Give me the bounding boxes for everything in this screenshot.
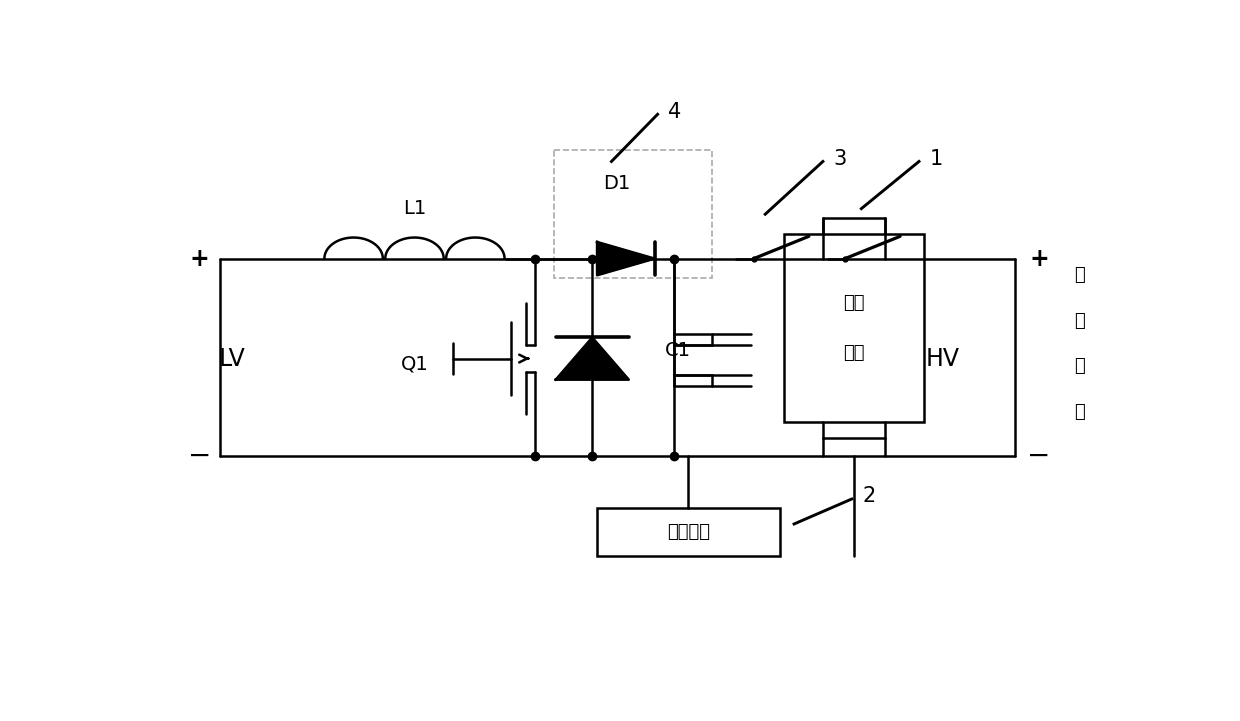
Text: 直: 直 [1074,266,1085,284]
Text: −: − [187,442,211,469]
Polygon shape [556,337,629,380]
Bar [785,234,924,423]
Text: 采样: 采样 [843,294,864,312]
Text: LV: LV [218,347,246,371]
Text: Q1: Q1 [401,355,428,373]
Text: 控制单元: 控制单元 [667,523,709,541]
Text: C1: C1 [665,341,691,360]
Text: HV: HV [926,347,960,371]
Text: 3: 3 [833,149,847,169]
Bar [554,151,712,278]
Text: 线: 线 [1074,403,1085,421]
Text: L1: L1 [403,199,427,218]
Text: 2: 2 [862,486,875,506]
Text: −: − [1028,442,1050,469]
Text: +: + [190,247,210,270]
Text: 流: 流 [1074,311,1085,329]
Bar [596,508,780,556]
Text: D1: D1 [603,174,630,193]
Text: 1: 1 [930,149,942,169]
Text: 母: 母 [1074,358,1085,376]
Text: +: + [1029,247,1049,270]
Text: 4: 4 [668,102,682,122]
Text: 单元: 单元 [843,344,864,361]
Polygon shape [596,242,655,275]
